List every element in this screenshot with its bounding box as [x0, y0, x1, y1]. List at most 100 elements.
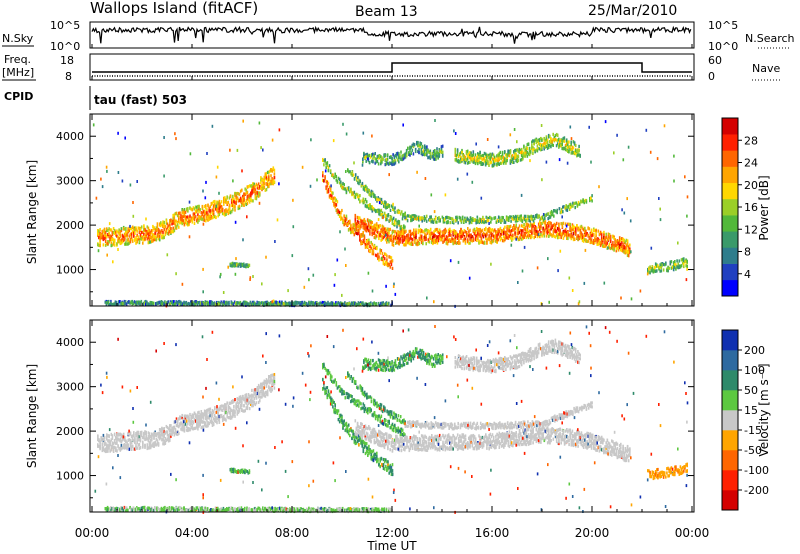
- range-cell: [530, 214, 533, 218]
- range-cell: [368, 249, 370, 253]
- range-cell: [535, 140, 538, 144]
- range-cell: [194, 215, 197, 219]
- range-cell: [507, 229, 510, 233]
- range-cell: [228, 303, 230, 307]
- range-cell: [371, 220, 373, 225]
- range-cell: [125, 444, 127, 448]
- noise-cell: [234, 220, 237, 224]
- range-cell: [102, 433, 105, 438]
- range-cell: [296, 301, 299, 305]
- range-cell: [381, 157, 383, 162]
- range-cell: [307, 303, 309, 307]
- range-cell: [608, 242, 611, 246]
- range-cell: [382, 301, 384, 305]
- range-cell: [443, 220, 446, 224]
- range-cell: [174, 219, 177, 223]
- range-cell: [383, 203, 385, 207]
- range-cell: [567, 149, 569, 153]
- range-cell: [374, 161, 376, 165]
- range-cell: [498, 153, 500, 157]
- range-cell: [490, 228, 493, 232]
- range-cell: [681, 257, 684, 261]
- range-cell: [268, 184, 270, 189]
- range-cell: [134, 301, 137, 305]
- range-cell: [439, 149, 442, 154]
- range-cell: [190, 218, 192, 222]
- range-cell: [115, 233, 117, 237]
- range-cell: [550, 213, 553, 217]
- range-cell: [624, 240, 627, 244]
- range-cell: [670, 266, 673, 270]
- range-cell: [406, 241, 408, 245]
- range-cell: [341, 208, 343, 213]
- range-cell: [268, 170, 270, 174]
- range-cell: [194, 205, 197, 209]
- range-cell: [350, 172, 352, 176]
- range-cell: [362, 187, 365, 191]
- range-cell: [246, 194, 249, 198]
- noise-cell: [520, 193, 523, 197]
- range-cell: [572, 146, 575, 150]
- range-cell: [402, 243, 405, 247]
- range-cell: [603, 230, 605, 234]
- range-cell: [383, 262, 386, 266]
- range-cell: [126, 441, 128, 445]
- range-cell: [443, 218, 446, 222]
- noise-cell: [345, 132, 348, 136]
- range-cell: [685, 264, 687, 268]
- range-cell: [384, 230, 387, 235]
- range-cell: [648, 270, 650, 274]
- range-cell: [551, 143, 553, 147]
- range-cell: [532, 146, 534, 150]
- range-cell: [322, 302, 325, 307]
- range-cell: [537, 140, 540, 144]
- range-cell: [136, 229, 138, 233]
- range-cell: [265, 302, 267, 306]
- range-cell: [526, 234, 529, 238]
- noise-cell: [262, 148, 264, 152]
- range-cell: [600, 233, 603, 237]
- range-cell: [241, 203, 243, 207]
- range-cell: [449, 233, 451, 237]
- range-cell: [197, 213, 199, 217]
- range-cell: [505, 235, 507, 239]
- range-cell: [124, 236, 126, 240]
- range-cell: [273, 176, 276, 180]
- range-cell: [533, 139, 535, 143]
- noise-cell: [623, 211, 626, 215]
- range-cell: [452, 242, 454, 246]
- range-cell: [401, 210, 403, 214]
- range-cell: [569, 225, 571, 229]
- range-cell: [218, 209, 221, 213]
- range-cell: [380, 200, 383, 204]
- noise-cell: [387, 213, 390, 216]
- range-cell: [504, 157, 506, 161]
- range-cell: [113, 231, 116, 235]
- range-cell: [377, 256, 379, 260]
- noise-cell: [261, 282, 263, 286]
- range-cell: [591, 199, 593, 203]
- noise-cell: [497, 145, 500, 149]
- range-cell: [330, 303, 333, 307]
- noise-cell: [578, 300, 581, 304]
- range-cell: [438, 148, 441, 152]
- range-cell: [327, 181, 330, 186]
- range-cell: [247, 302, 249, 306]
- range-cell: [660, 269, 663, 273]
- range-cell: [358, 195, 360, 199]
- range-cell: [342, 186, 344, 190]
- range-cell: [482, 235, 485, 239]
- noise-cell: [308, 278, 310, 282]
- range-cell: [214, 205, 216, 209]
- range-cell: [386, 254, 388, 258]
- range-cell: [605, 240, 607, 244]
- range-cell: [123, 299, 126, 304]
- range-cell: [647, 267, 649, 272]
- range-cell: [117, 238, 119, 242]
- range-cell: [252, 182, 254, 186]
- range-cell: [374, 253, 377, 257]
- noise-cell: [416, 170, 418, 174]
- range-cell: [363, 200, 366, 204]
- range-cell: [270, 182, 272, 186]
- range-cell: [146, 231, 149, 236]
